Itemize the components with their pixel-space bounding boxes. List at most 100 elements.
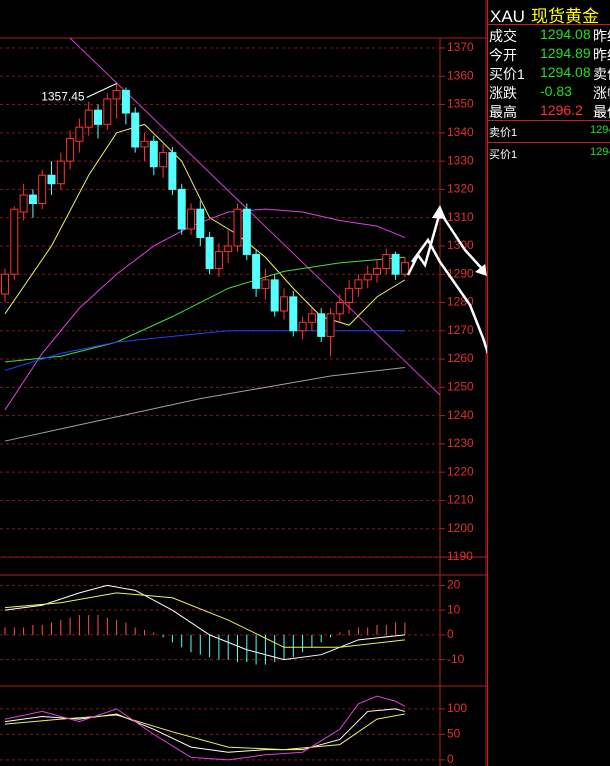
indicator-line	[4, 367, 405, 442]
trend-line	[69, 37, 441, 396]
quote-row: 买价1 1294.08卖价	[489, 64, 610, 84]
y-tick-label: 1330	[447, 153, 474, 167]
y-tick-label: 1250	[447, 380, 474, 394]
candle-body	[270, 279, 279, 312]
annotation: 1357.45	[41, 90, 85, 104]
candle-body	[28, 194, 37, 205]
indicator-line	[4, 584, 405, 661]
candle-body	[345, 287, 354, 304]
candle-body	[1, 273, 9, 295]
y-tick-label: 1270	[447, 323, 474, 337]
candle-body	[400, 262, 409, 275]
row-value: -0.83	[540, 83, 572, 99]
candle-body	[159, 152, 168, 168]
quote-row: 最高 1296.2 最低	[489, 102, 610, 122]
candle-body	[363, 273, 372, 281]
candle-body	[391, 253, 400, 275]
instrument-name: 现货黄金	[530, 7, 599, 26]
indicator-line	[4, 256, 405, 363]
candle-body	[373, 268, 381, 275]
row-value: 1294.08	[540, 26, 591, 42]
y-tick-label: 1210	[447, 493, 474, 507]
row-value: 1294.89	[540, 45, 591, 61]
y-tick-label: 1260	[447, 351, 474, 365]
indicator-line	[4, 592, 405, 648]
row-label: 昨结	[593, 47, 610, 63]
charts: 1190 1200 1210 1220 1230 1240 1250 1260 1270 1280…	[0, 0, 487, 766]
candle-body	[94, 109, 102, 125]
quote-row: 成交 1294.08昨结	[489, 26, 610, 46]
arrowheads	[432, 205, 487, 276]
row-label: 今开	[489, 47, 517, 63]
row-value: 1294.08	[540, 64, 591, 80]
candle-body	[187, 208, 195, 230]
y-tick-label: 50	[447, 727, 461, 741]
y-tick-label: 100	[447, 701, 467, 715]
candle-body	[233, 208, 242, 247]
arrowhead	[475, 264, 487, 276]
y-tick-label: 0	[447, 752, 454, 766]
arrowhead	[432, 205, 446, 219]
y-tick-label: 1190	[447, 549, 473, 563]
indicator-line	[4, 713, 405, 751]
candle-body	[112, 89, 121, 100]
forecast-arrows	[406, 211, 487, 355]
candle-body	[317, 313, 326, 337]
row-value: 1296.2	[540, 102, 583, 118]
row-label: 卖价	[593, 66, 610, 82]
candle-body	[56, 160, 65, 185]
annotation-leader	[86, 83, 117, 98]
row-label: 买价1	[489, 66, 525, 82]
y-tick-label: 1280	[447, 295, 474, 309]
y-tick-label: 1320	[447, 182, 474, 196]
arrow	[438, 211, 486, 273]
candle-body	[261, 279, 270, 289]
book-row: 卖价1 1294.08	[489, 124, 610, 140]
book-value: 1294.08	[590, 146, 610, 158]
y-tick-label: 1220	[447, 464, 474, 478]
arrow	[406, 211, 442, 276]
candle-body	[103, 98, 112, 125]
y-tick-label: 1340	[447, 125, 474, 139]
indicator-line	[4, 330, 405, 371]
quote-row: 涨跌 -0.83 涨幅	[489, 83, 610, 103]
candle-body	[280, 296, 288, 312]
y-tick-label: 1200	[447, 521, 474, 535]
candle-body	[19, 194, 28, 213]
separator	[488, 120, 610, 121]
candle-body	[121, 89, 130, 114]
indicator-line	[4, 708, 406, 753]
candle-body	[140, 140, 149, 148]
candle-body	[66, 137, 75, 162]
row-label: 涨幅	[593, 85, 610, 101]
candle-body	[252, 253, 261, 289]
symbol: XAU	[490, 7, 525, 26]
candle-body	[131, 112, 140, 148]
candle-body	[289, 296, 298, 332]
candle-body	[242, 208, 251, 255]
candle-body	[307, 313, 316, 323]
row-label: 昨结	[593, 28, 610, 44]
y-tick-label: 1350	[447, 97, 474, 111]
book-row: 买价1 1294.08	[489, 146, 610, 162]
y-tick-label: -10	[447, 652, 465, 666]
y-tick-label: 1290	[447, 266, 474, 280]
y-tick-label: 1230	[447, 436, 474, 450]
row-label: 涨跌	[489, 85, 517, 101]
row-label: 最低	[593, 104, 610, 120]
row-label: 成交	[489, 28, 517, 44]
candle-body	[38, 174, 47, 205]
indicator-line	[4, 208, 406, 411]
y-tick-label: 1370	[447, 40, 474, 54]
book-label: 买价1	[489, 149, 518, 161]
candle-body	[47, 174, 56, 185]
candle-body	[214, 251, 223, 270]
indicator-line	[4, 123, 406, 326]
y-tick-label: 1360	[447, 68, 474, 82]
book-value: 1294.08	[590, 124, 610, 136]
book-label: 卖价1	[489, 127, 518, 139]
header: XAU 现货黄金	[490, 2, 599, 27]
row-label: 最高	[489, 104, 517, 120]
